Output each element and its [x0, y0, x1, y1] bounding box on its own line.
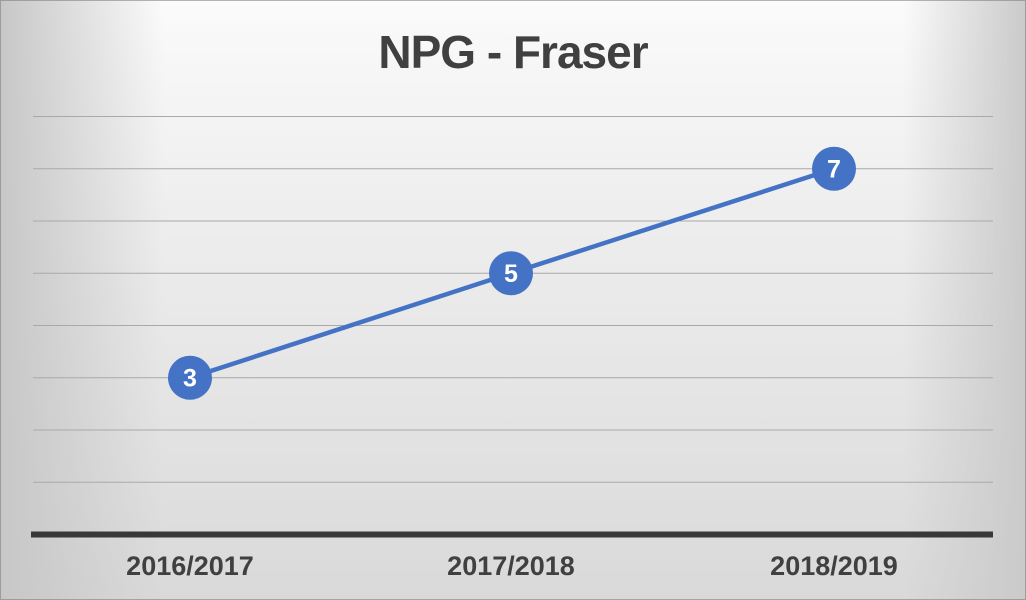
- svg-text:2016/2017: 2016/2017: [126, 551, 254, 581]
- svg-text:2018/2019: 2018/2019: [770, 551, 898, 581]
- svg-text:7: 7: [827, 156, 841, 184]
- svg-text:2017/2018: 2017/2018: [447, 551, 575, 581]
- svg-text:5: 5: [504, 260, 518, 288]
- svg-text:3: 3: [183, 365, 197, 393]
